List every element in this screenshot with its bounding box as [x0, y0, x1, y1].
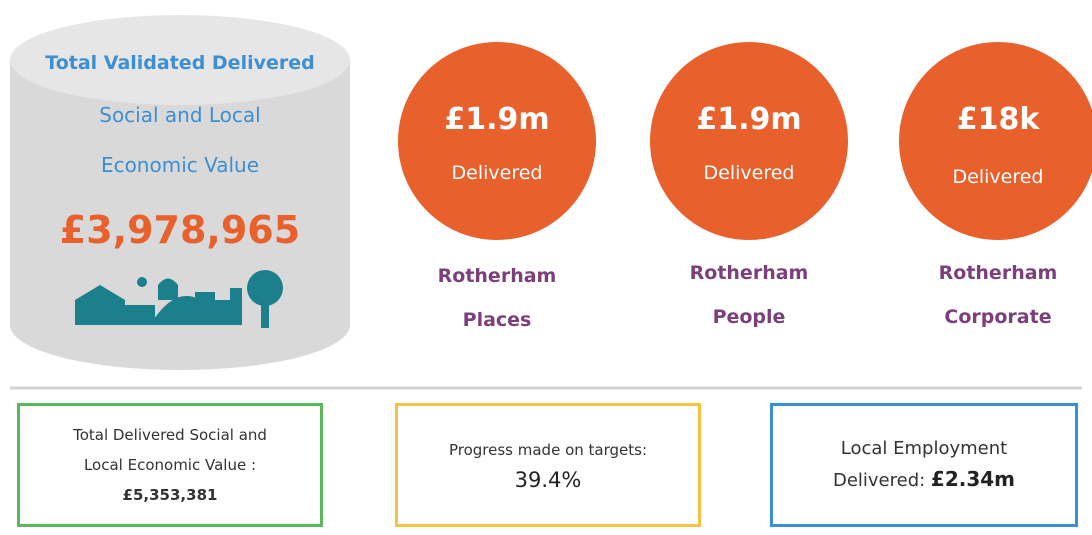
circle-value: £1.9m [696, 102, 802, 137]
box-line: Progress made on targets: [448, 441, 648, 459]
circle [398, 42, 596, 240]
cylinder-title: Total Validated Delivered [45, 52, 315, 74]
circle-name: Rotherham [437, 265, 557, 287]
box-value: 39.4% [514, 468, 582, 492]
circle-name: Rotherham [689, 262, 809, 284]
circle-name: Rotherham [938, 262, 1058, 284]
circle-label: Delivered [952, 166, 1044, 188]
circle-value: £1.9m [444, 102, 550, 137]
circle-name: Places [462, 309, 532, 331]
box-line: Local Employment [840, 438, 1008, 459]
city-icon [75, 270, 283, 328]
box-value: £5,353,381 [122, 486, 218, 504]
circle-name: People [712, 306, 786, 328]
box-line: Total Delivered Social and [73, 426, 267, 444]
cylinder-line: Social and Local [99, 103, 261, 127]
cylinder-value: £3,978,965 [59, 208, 301, 252]
circle-label: Delivered [451, 162, 543, 184]
box: Total Delivered Social and Local Economi… [17, 403, 323, 527]
circle [650, 42, 848, 240]
circle-value: £18k [956, 102, 1040, 137]
box-value: £2.34m [930, 467, 1016, 491]
cylinder-line: Economic Value [100, 153, 260, 177]
circle-label: Delivered [703, 162, 795, 184]
box-line-group: Delivered: £2.34m [833, 464, 1015, 496]
box-line: Local Economic Value : [83, 456, 257, 474]
cylinder-top [10, 15, 350, 105]
box-line: Delivered: [832, 470, 926, 491]
box: Local Employment Delivered: £2.34m [770, 403, 1078, 527]
circle-name: Corporate [944, 306, 1052, 328]
circle [899, 42, 1092, 240]
box: Progress made on targets: 39.4% [395, 403, 701, 527]
